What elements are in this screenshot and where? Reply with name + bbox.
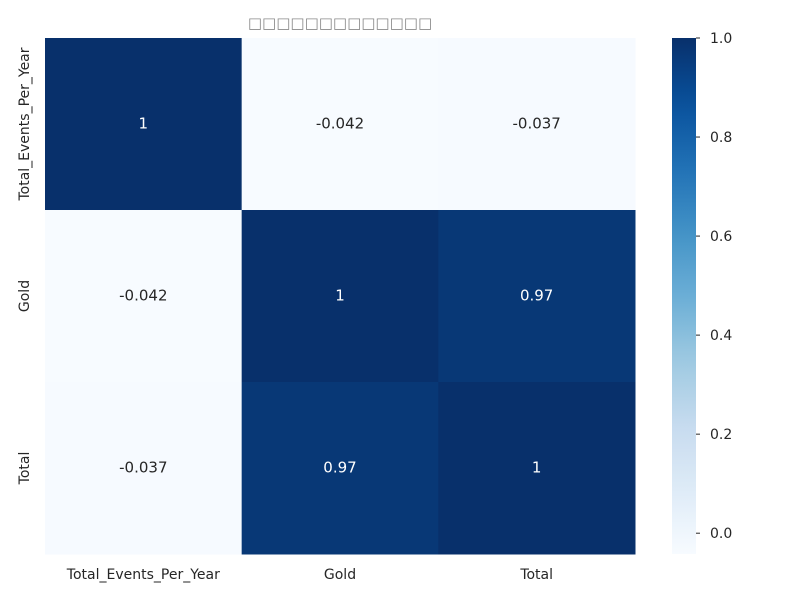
colorbar-tick-label: 0.0 [710, 526, 732, 542]
colorbar-tick-label: 0.4 [710, 328, 732, 344]
colorbar: 0.0 0.2 0.4 0.6 0.8 1.0 [672, 31, 732, 554]
x-tick-label: Gold [324, 567, 356, 583]
heatmap-cell [438, 382, 636, 555]
cell-annotation: 0.97 [520, 287, 553, 305]
heatmap-cell [45, 382, 243, 555]
y-tick-label: Gold [17, 280, 33, 312]
heatmap-cell [45, 38, 243, 211]
colorbar-tick-label: 0.8 [710, 130, 732, 146]
heatmap-cells: 1 -0.042 -0.037 -0.042 1 0.97 -0.037 0.97 1 [45, 38, 636, 555]
colorbar-tick-label: 0.2 [710, 427, 732, 443]
cell-annotation: 1 [532, 459, 542, 477]
heatmap-cell [241, 382, 439, 555]
x-tick-label: Total_Events_Per_Year [66, 567, 220, 583]
cell-annotation: -0.042 [316, 115, 364, 133]
colorbar-tick-label: 0.6 [710, 229, 732, 245]
colorbar-tick-label: 1.0 [710, 31, 732, 47]
y-tick-labels: Total_Events_Per_Year Gold Total [17, 47, 33, 485]
y-tick-label: Total [17, 452, 33, 486]
heatmap-cell [438, 210, 636, 383]
x-tick-labels: Total_Events_Per_Year Gold Total [66, 567, 553, 583]
cell-annotation: -0.037 [512, 115, 560, 133]
y-tick-label: Total_Events_Per_Year [17, 47, 33, 201]
cell-annotation: -0.042 [119, 287, 167, 305]
cell-annotation: 0.97 [323, 459, 356, 477]
heatmap-cell [45, 210, 243, 383]
heatmap-cell [241, 210, 439, 383]
cell-annotation: -0.037 [119, 459, 167, 477]
cell-annotation: 1 [335, 287, 345, 305]
heatmap-cell [438, 38, 636, 211]
cell-annotation: 1 [139, 115, 149, 133]
heatmap-cell [241, 38, 439, 211]
x-tick-label: Total [519, 567, 553, 583]
colorbar-gradient [672, 38, 696, 554]
chart-title: □□□□□□□□□□□□□ [248, 14, 432, 32]
